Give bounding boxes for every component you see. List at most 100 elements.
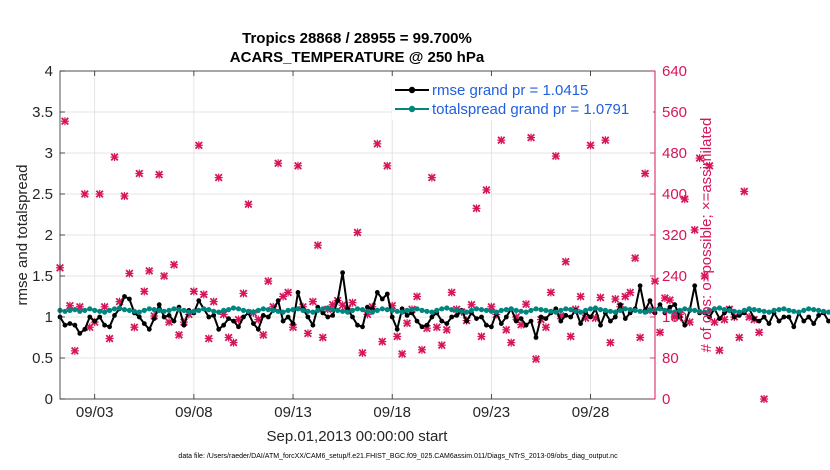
totalspread-point [295, 306, 301, 312]
obs-assimilated-point [611, 295, 620, 304]
totalspread-point [592, 305, 599, 311]
totalspread-point [816, 307, 822, 313]
totalspread-point [389, 307, 395, 313]
totalspread-point [439, 306, 445, 312]
rmse-point [489, 324, 494, 330]
rmse-point [181, 322, 187, 328]
totalspread-point [126, 307, 132, 313]
rmse-point [87, 314, 93, 320]
rmse-point [251, 321, 256, 326]
totalspread-point [379, 306, 385, 312]
rmse-point [236, 324, 241, 330]
obs-assimilated-point [497, 136, 506, 145]
rmse-point [647, 298, 653, 303]
rmse-point [384, 291, 390, 297]
obs-assimilated-point [541, 323, 550, 332]
rmse-point [464, 318, 469, 324]
totalspread-point [806, 306, 812, 312]
obs-assimilated-point [680, 195, 689, 204]
legend: rmse grand pr = 1.0415 totalspread grand… [392, 76, 653, 120]
totalspread-point [374, 307, 380, 313]
obs-assimilated-point [284, 288, 293, 297]
totalspread-point [359, 307, 366, 313]
obs-assimilated-point [110, 153, 119, 162]
x-tick-label: 09/13 [274, 404, 312, 421]
totalspread-point [369, 309, 375, 315]
totalspread-point [702, 309, 708, 315]
rmse-point [617, 302, 623, 308]
totalspread-point [692, 307, 698, 313]
totalspread-point [235, 306, 242, 312]
rmse-point [365, 304, 370, 310]
totalspread-point [667, 308, 673, 314]
rmse-point [355, 322, 360, 328]
rmse-point [166, 313, 172, 318]
rmse-point [503, 314, 509, 320]
rmse-point [568, 314, 574, 320]
totalspread-point [131, 308, 137, 314]
rmse-point [826, 318, 830, 324]
obs-assimilated-point [383, 161, 392, 170]
totalspread-point [781, 306, 787, 312]
obs-assimilated-point [546, 288, 555, 297]
rmse-point [776, 318, 782, 324]
obs-assimilated-point [338, 301, 347, 310]
rmse-point [350, 314, 355, 320]
rmse-point [161, 314, 167, 320]
totalspread-point [761, 308, 767, 314]
obs-assimilated-point [487, 302, 496, 311]
totalspread-point [801, 307, 807, 313]
footer-data-file: data file: /Users/raeder/DAI/ATM_forcXX/… [178, 453, 618, 460]
totalspread-point [602, 307, 609, 313]
obs-assimilated-point [507, 338, 516, 347]
rmse-point [265, 314, 271, 320]
totalspread-point [612, 309, 618, 315]
totalspread-point [265, 307, 271, 313]
obs-assimilated-point [437, 341, 446, 350]
rmse-point [171, 318, 177, 324]
totalspread-point [330, 307, 336, 313]
totalspread-point [756, 307, 762, 313]
totalspread-point [424, 308, 430, 314]
totalspread-point [642, 309, 648, 315]
series-layer [56, 117, 830, 403]
totalspread-point [92, 307, 98, 313]
obs-assimilated-point [665, 296, 674, 305]
totalspread-point [349, 307, 356, 313]
rmse-point [196, 298, 202, 303]
rmse-point [816, 313, 821, 318]
totalspread-point [617, 307, 623, 313]
obs-assimilated-point [70, 346, 79, 355]
rmse-point [226, 316, 232, 321]
totalspread-point [290, 307, 296, 313]
totalspread-point [409, 307, 415, 313]
totalspread-point [503, 307, 509, 313]
obs-assimilated-point [482, 185, 491, 194]
totalspread-point [186, 309, 192, 315]
rmse-point [692, 283, 698, 289]
totalspread-point [543, 307, 549, 313]
obs-assimilated-point [279, 292, 288, 301]
obs-assimilated-point [294, 161, 302, 170]
totalspread-point [444, 305, 450, 311]
totalspread-point [255, 307, 261, 313]
rmse-point [285, 314, 291, 320]
totalspread-point [221, 307, 227, 313]
legend-spread-label: totalspread grand pr = 1.0791 [432, 101, 629, 118]
totalspread-point [523, 309, 529, 315]
obs-assimilated-point [308, 297, 317, 306]
obs-assimilated-point [527, 133, 536, 142]
rmse-point [335, 298, 341, 303]
totalspread-point [548, 308, 554, 314]
rmse-point [563, 313, 569, 318]
y-left-tick-label: 4 [45, 63, 53, 80]
totalspread-point [558, 307, 564, 313]
totalspread-point [528, 307, 534, 313]
rmse-point [374, 290, 380, 295]
obs-assimilated-point [403, 319, 412, 328]
totalspread-point [325, 305, 331, 311]
obs-assimilated-point [204, 334, 213, 343]
y-left-tick-label: 0.5 [32, 350, 53, 367]
rmse-point [498, 321, 504, 326]
rmse-point [513, 318, 519, 324]
